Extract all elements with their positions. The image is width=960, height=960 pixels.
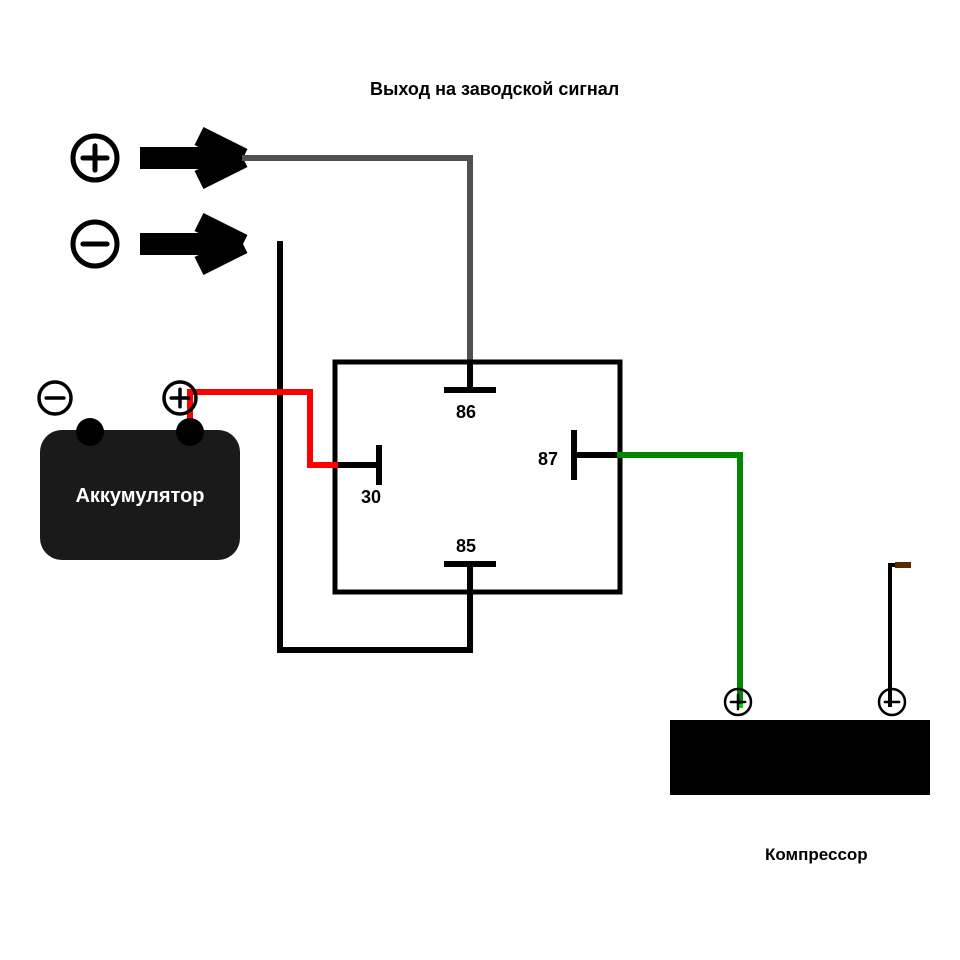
compressor-label: Компрессор — [765, 845, 868, 864]
pin-30-label: 30 — [361, 487, 381, 507]
pin-87-label: 87 — [538, 449, 558, 469]
pin-86-label: 86 — [456, 402, 476, 422]
wiring-diagram: Выход на заводской сигнал 86 85 30 87 Аккумул… — [0, 0, 960, 960]
battery-label: Аккумулятор — [75, 485, 204, 507]
pin-85-label: 85 — [456, 536, 476, 556]
compressor-body — [670, 720, 930, 795]
title-factory-signal: Выход на заводской сигнал — [370, 79, 619, 99]
